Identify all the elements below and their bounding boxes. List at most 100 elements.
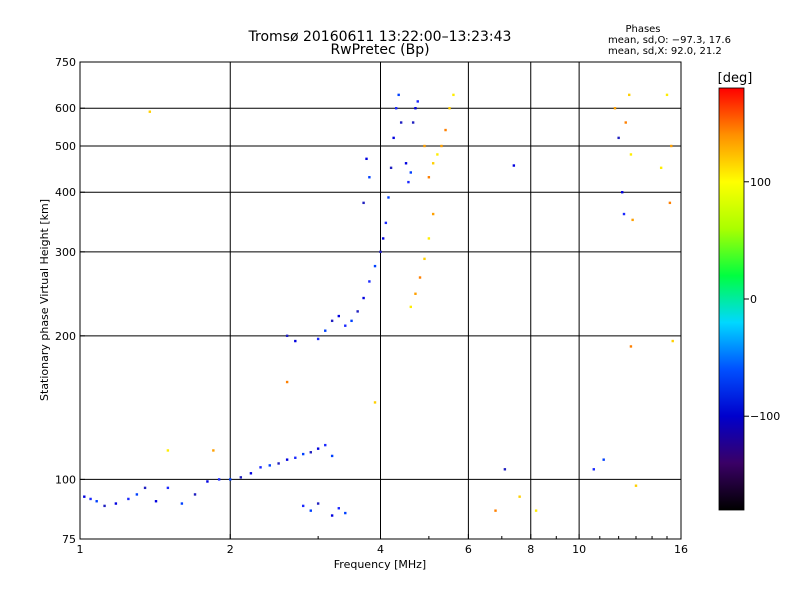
colorbar-ticks: 100 0 −100 bbox=[744, 176, 780, 423]
data-point-x bbox=[444, 128, 447, 132]
x-axis-ticks: 1 2 4 6 8 10 16 bbox=[77, 534, 688, 556]
data-point-x bbox=[665, 93, 669, 97]
data-point-x bbox=[431, 212, 435, 216]
data-point-o bbox=[285, 458, 289, 461]
data-point-x bbox=[634, 484, 638, 487]
data-point-x bbox=[414, 292, 417, 295]
data-point-o bbox=[399, 121, 403, 124]
data-point-x bbox=[494, 509, 497, 512]
data-point-o bbox=[337, 507, 341, 510]
data-point-x bbox=[285, 380, 289, 384]
data-point-o bbox=[368, 280, 371, 283]
data-point-o bbox=[127, 497, 130, 501]
data-point-o bbox=[239, 476, 243, 479]
data-point-o bbox=[277, 462, 280, 465]
data-point-o bbox=[166, 486, 170, 490]
data-point-o bbox=[229, 478, 232, 481]
y-tick-label: 200 bbox=[55, 330, 76, 343]
data-point-o bbox=[301, 504, 305, 508]
data-points bbox=[83, 93, 674, 517]
data-point-o bbox=[193, 493, 197, 496]
data-point-x bbox=[668, 201, 672, 205]
chart-subtitle: RwPretec (Bp) bbox=[330, 42, 429, 58]
data-point-x bbox=[629, 153, 633, 156]
data-point-o bbox=[344, 511, 347, 515]
data-point-o bbox=[294, 339, 297, 343]
data-point-o bbox=[503, 468, 507, 471]
y-tick-label: 100 bbox=[55, 473, 76, 486]
x-tick-label: 1 bbox=[77, 543, 84, 556]
x-tick-label: 6 bbox=[465, 543, 472, 556]
data-point-o bbox=[394, 107, 398, 110]
data-point-x bbox=[613, 107, 617, 110]
data-point-x bbox=[373, 401, 377, 404]
y-tick-label: 75 bbox=[62, 533, 76, 546]
phase-box-line-o: mean, sd,O: −97.3, 17.6 bbox=[608, 35, 731, 46]
data-point-x bbox=[427, 176, 431, 179]
data-point-o bbox=[416, 100, 419, 103]
data-point-o bbox=[285, 334, 289, 338]
data-point-o bbox=[411, 121, 415, 124]
chart-title: Tromsø 20160611 13:22:00–13:23:43 bbox=[248, 29, 512, 45]
data-point-o bbox=[397, 93, 400, 97]
data-point-o bbox=[268, 464, 271, 467]
colorbar-tick-label: 100 bbox=[750, 176, 771, 189]
data-point-o bbox=[135, 493, 139, 496]
data-point-o bbox=[180, 502, 184, 505]
data-point-x bbox=[440, 144, 443, 148]
data-point-o bbox=[316, 502, 320, 505]
data-point-o bbox=[365, 157, 368, 161]
data-point-x bbox=[212, 449, 215, 452]
data-point-o bbox=[512, 164, 516, 167]
data-point-x bbox=[418, 276, 422, 279]
data-point-o bbox=[592, 468, 595, 471]
data-point-o bbox=[324, 329, 327, 332]
y-tick-label: 500 bbox=[55, 140, 76, 153]
data-point-x bbox=[670, 144, 673, 148]
data-point-o bbox=[409, 171, 412, 174]
y-axis-ticks: 75 100 200 300 400 500 600 750 bbox=[55, 56, 85, 546]
colorbar-tick-label: −100 bbox=[750, 410, 780, 423]
data-point-x bbox=[448, 107, 451, 110]
data-point-o bbox=[316, 447, 320, 450]
data-point-o bbox=[404, 162, 408, 165]
y-tick-label: 750 bbox=[55, 56, 76, 69]
data-point-o bbox=[384, 221, 388, 225]
data-point-o bbox=[103, 504, 106, 508]
data-point-o bbox=[294, 456, 297, 459]
data-point-o bbox=[389, 166, 393, 170]
colorbar bbox=[718, 87, 745, 511]
y-tick-label: 600 bbox=[55, 102, 76, 115]
data-point-o bbox=[330, 319, 334, 323]
data-point-x bbox=[423, 257, 426, 261]
data-point-o bbox=[344, 324, 347, 327]
phase-box-line-x: mean, sd,X: 92.0, 21.2 bbox=[608, 46, 722, 57]
data-point-o bbox=[362, 201, 365, 205]
data-point-x bbox=[628, 93, 631, 97]
data-point-o bbox=[622, 212, 626, 216]
data-point-o bbox=[206, 480, 209, 483]
data-point-o bbox=[356, 310, 359, 313]
grid-lines bbox=[80, 62, 681, 539]
x-axis-label: Frequency [MHz] bbox=[334, 558, 426, 571]
data-point-o bbox=[217, 478, 221, 481]
y-tick-label: 400 bbox=[55, 186, 76, 199]
y-axis-label: Stationary phase Virtual Height [km] bbox=[38, 199, 51, 401]
data-point-o bbox=[379, 250, 382, 254]
data-point-o bbox=[387, 196, 390, 199]
data-point-x bbox=[436, 153, 439, 156]
data-point-o bbox=[316, 337, 320, 341]
phase-box-heading: Phases bbox=[625, 24, 660, 35]
data-point-x bbox=[534, 509, 538, 512]
data-point-o bbox=[368, 176, 371, 179]
data-point-o bbox=[309, 509, 312, 512]
data-point-o bbox=[362, 296, 365, 300]
data-point-x bbox=[518, 495, 521, 498]
x-tick-label: 4 bbox=[377, 543, 384, 556]
x-tick-label: 10 bbox=[572, 543, 586, 556]
data-point-o bbox=[350, 319, 353, 323]
x-tick-label: 2 bbox=[227, 543, 234, 556]
data-point-o bbox=[373, 264, 377, 268]
x-tick-label: 8 bbox=[527, 543, 534, 556]
